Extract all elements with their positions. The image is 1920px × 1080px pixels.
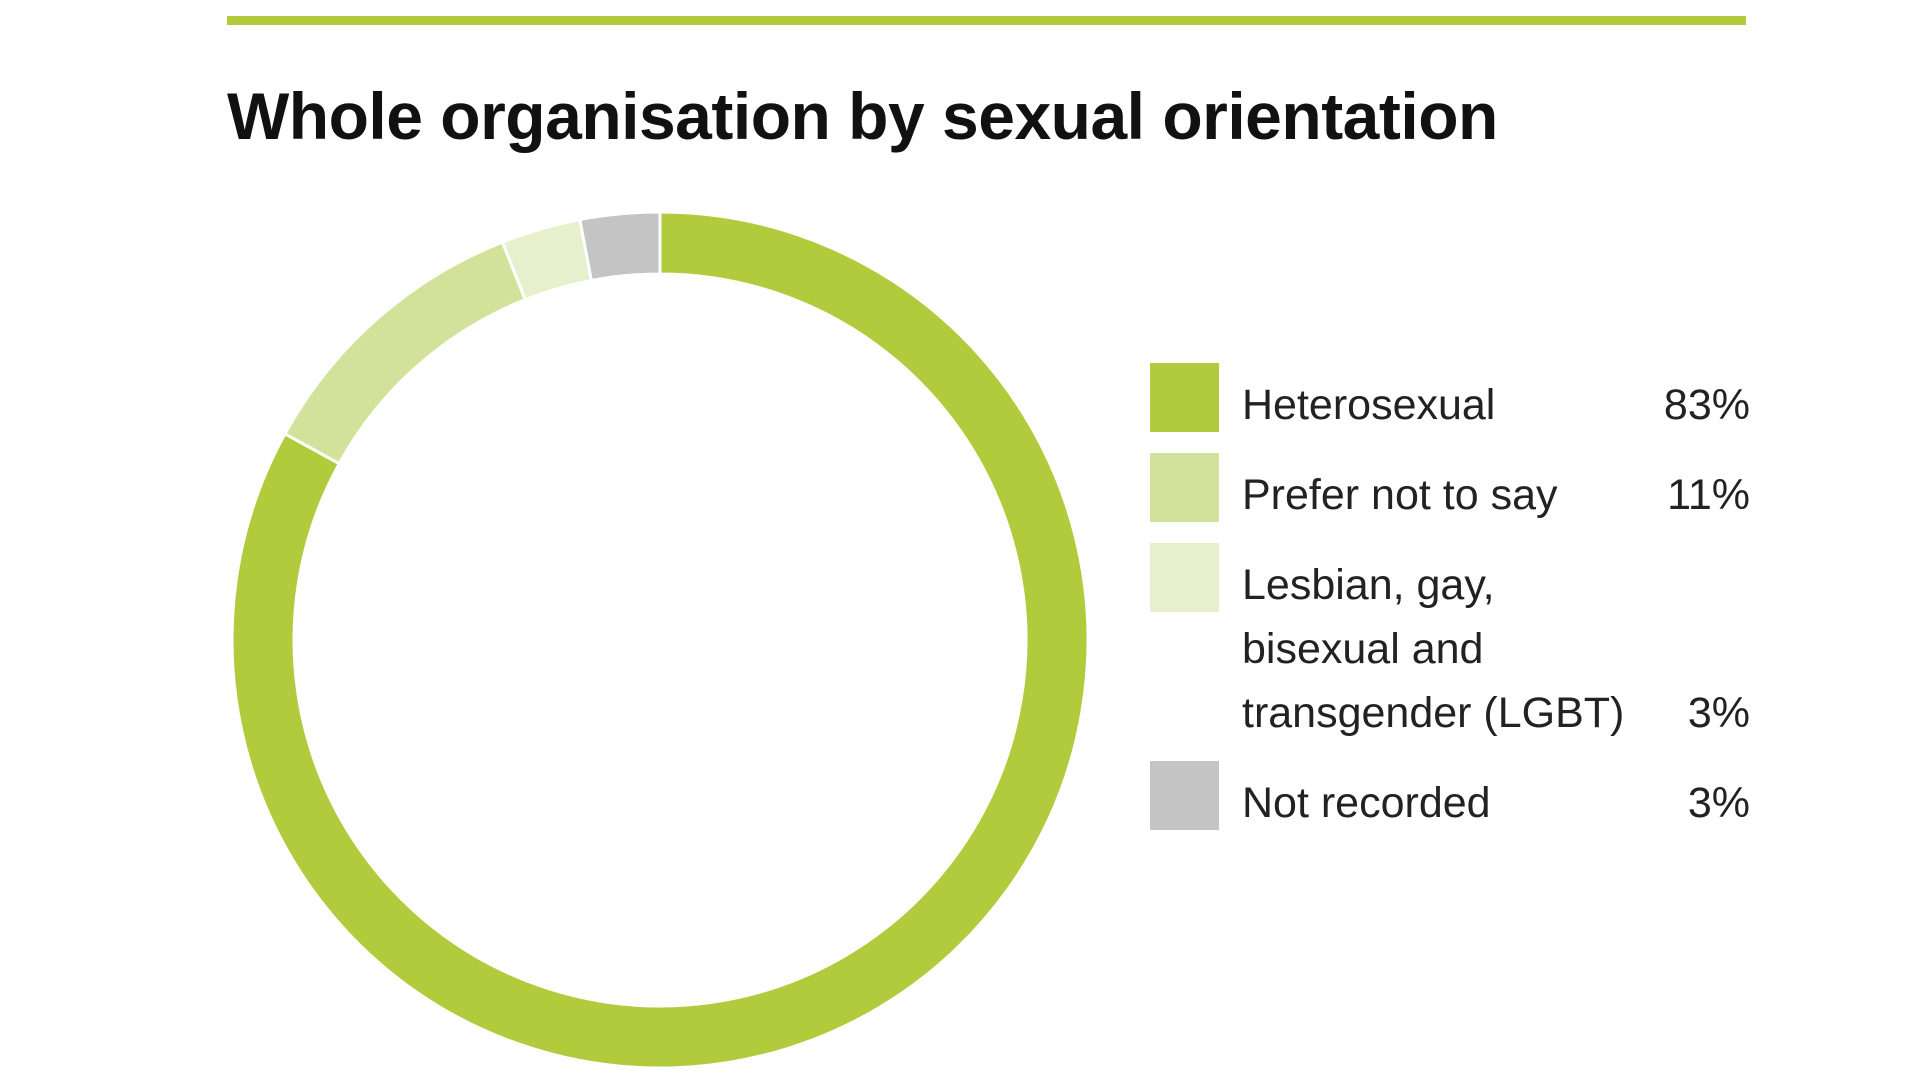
legend-label: Lesbian, gay, bisexual and transgender (…: [1242, 561, 1625, 737]
top-divider: [227, 16, 1746, 25]
legend-label: Prefer not to say: [1242, 471, 1558, 519]
legend-value: 83%: [1663, 381, 1750, 429]
legend-item-prefer-not-to-say: Prefer not to say 11%: [1150, 453, 1750, 527]
chart-legend: Heterosexual 83% Prefer not to say 11% Lesbi…: [1150, 363, 1750, 851]
legend-swatch: [1150, 543, 1219, 612]
legend-label: Heterosexual: [1242, 381, 1496, 429]
legend-item-heterosexual: Heterosexual 83%: [1150, 363, 1750, 437]
chart-title: Whole organisation by sexual orientation: [227, 79, 1498, 153]
legend-value: 3%: [1687, 779, 1750, 827]
legend-swatch: [1150, 363, 1219, 432]
legend-item-lesbian-gay-bisexual-and-transgender-lgbt: Lesbian, gay, bisexual and transgender (…: [1150, 543, 1750, 745]
legend-item-not-recorded: Not recorded 3%: [1150, 761, 1750, 835]
donut-chart: [230, 210, 1090, 1070]
legend-value: 11%: [1667, 471, 1750, 519]
legend-swatch: [1150, 761, 1219, 830]
donut-slice-not-recorded: [578, 210, 662, 283]
donut-slice-heterosexual: [230, 210, 1090, 1070]
legend-swatch: [1150, 453, 1219, 522]
legend-value: 3%: [1687, 689, 1750, 737]
legend-label: Not recorded: [1242, 779, 1491, 827]
donut-slice-prefer-not-to-say: [282, 240, 528, 466]
